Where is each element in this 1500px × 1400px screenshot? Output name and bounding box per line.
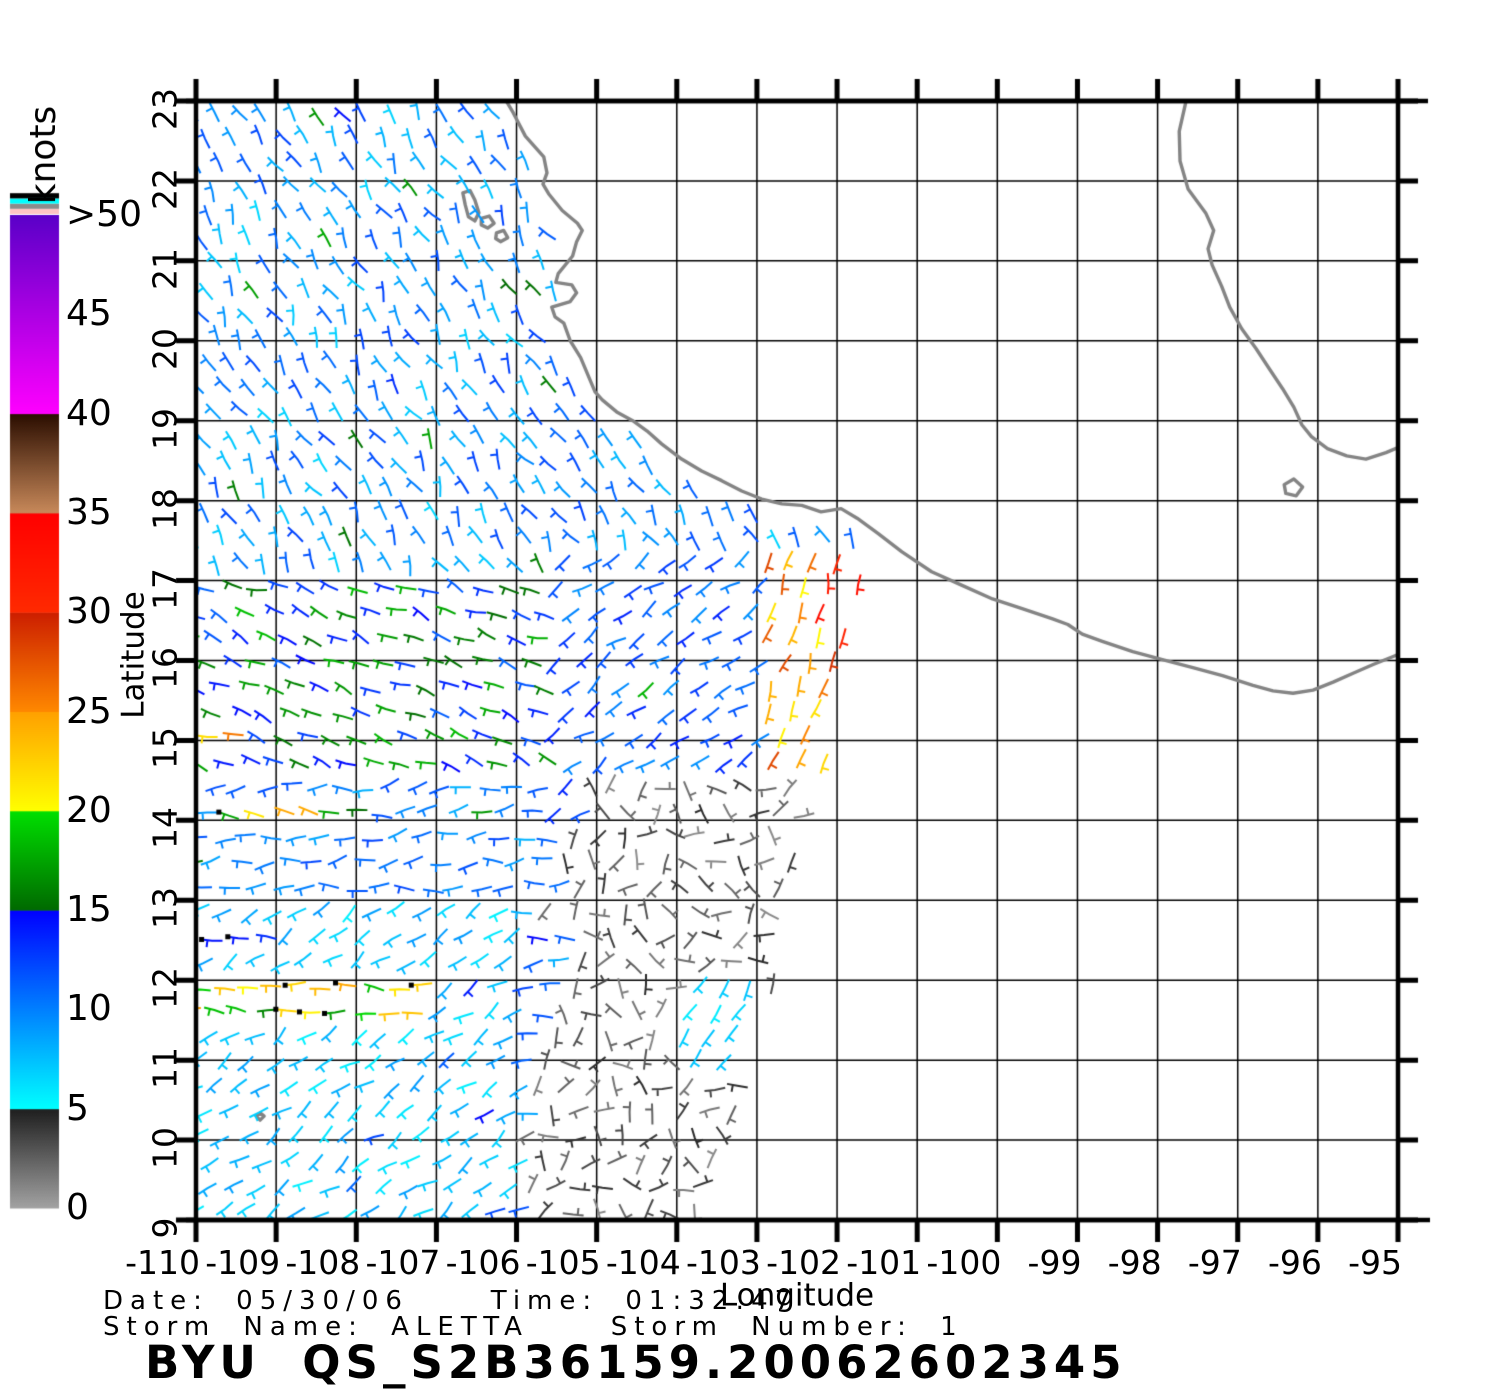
- x-tick-label: -109: [205, 1243, 281, 1282]
- figure-title: BYU QS_S2B36159.20062602345: [145, 1336, 1127, 1389]
- y-tick-label: 16: [145, 647, 185, 690]
- x-axis-title: Longitude: [719, 1277, 875, 1314]
- x-tick-label: -104: [605, 1243, 681, 1282]
- colorbar-tick-label: 20: [66, 789, 112, 831]
- y-tick-label: 12: [145, 967, 185, 1010]
- colorbar-tick-label: >50: [66, 194, 142, 235]
- y-tick-label: 13: [145, 887, 185, 930]
- colorbar-title: knots: [23, 105, 64, 205]
- x-tick-label: -105: [525, 1243, 601, 1282]
- x-tick-label: -108: [285, 1243, 361, 1282]
- x-tick-label: -106: [445, 1243, 521, 1282]
- y-tick-label: 10: [145, 1127, 185, 1170]
- y-tick-label: 17: [145, 567, 185, 610]
- y-tick-label: 21: [145, 247, 185, 290]
- colorbar-tick-label: 40: [66, 392, 112, 434]
- x-tick-label: -95: [1348, 1243, 1402, 1282]
- storm-caption: Storm Name: ALETTA Storm Number: 1: [103, 1312, 964, 1342]
- y-tick-label: 18: [145, 487, 185, 530]
- y-axis-title: Latitude: [115, 591, 152, 719]
- y-tick-label: 11: [145, 1047, 185, 1090]
- x-tick-label: -98: [1107, 1243, 1162, 1282]
- x-tick-label: -101: [846, 1243, 922, 1282]
- x-tick-label: -97: [1187, 1243, 1242, 1282]
- y-tick-label: 22: [145, 167, 185, 210]
- colorbar-tick-label: 0: [66, 1187, 89, 1228]
- colorbar-tick-label: 10: [66, 988, 112, 1030]
- colorbar-tick-label: 35: [66, 491, 112, 533]
- y-tick-label: 19: [145, 407, 185, 450]
- y-tick-label: 9: [145, 1217, 185, 1239]
- colorbar-tick-label: 30: [66, 591, 112, 633]
- x-tick-label: -102: [766, 1243, 842, 1282]
- y-tick-label: 14: [145, 807, 185, 850]
- colorbar-tick-label: 15: [66, 889, 112, 931]
- x-tick-label: -110: [125, 1243, 200, 1282]
- y-tick-label: 20: [145, 327, 185, 370]
- y-tick-label: 15: [145, 727, 185, 770]
- x-tick-label: -103: [686, 1243, 761, 1282]
- colorbar-tick-label: 45: [66, 293, 112, 335]
- colorbar-tick-label: 5: [66, 1087, 89, 1129]
- x-tick-label: -96: [1267, 1243, 1322, 1282]
- y-tick-label: 23: [145, 87, 185, 130]
- x-tick-label: -99: [1027, 1243, 1082, 1282]
- x-tick-label: -100: [926, 1243, 1002, 1282]
- colorbar-tick-label: 25: [66, 690, 112, 732]
- x-tick-label: -107: [365, 1243, 441, 1282]
- date-time-caption: Date: 05/30/06 Time: 01:32:47: [103, 1286, 799, 1316]
